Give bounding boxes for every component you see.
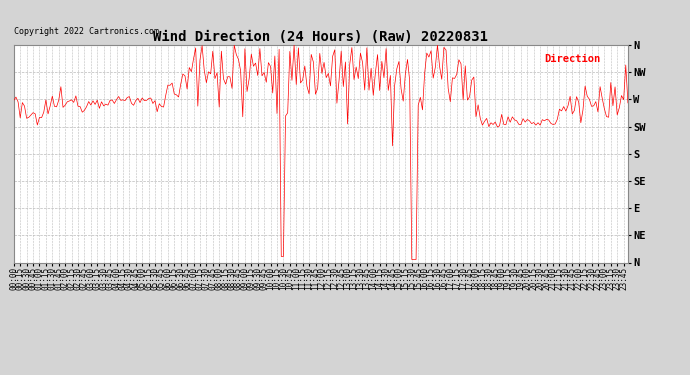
Direction	[63, 99, 72, 104]
Title: Wind Direction (24 Hours) (Raw) 20220831: Wind Direction (24 Hours) (Raw) 20220831	[153, 30, 489, 44]
Direction	[408, 257, 416, 262]
Legend: Direction: Direction	[511, 50, 604, 69]
Direction	[624, 100, 632, 105]
Direction	[575, 100, 583, 104]
Direction	[322, 75, 331, 80]
Text: Copyright 2022 Cartronics.com: Copyright 2022 Cartronics.com	[14, 27, 159, 36]
Direction	[10, 98, 18, 103]
Direction	[540, 118, 549, 123]
Direction	[555, 107, 564, 111]
Direction	[230, 43, 238, 47]
Line: Direction: Direction	[14, 45, 628, 260]
Direction	[530, 120, 538, 125]
